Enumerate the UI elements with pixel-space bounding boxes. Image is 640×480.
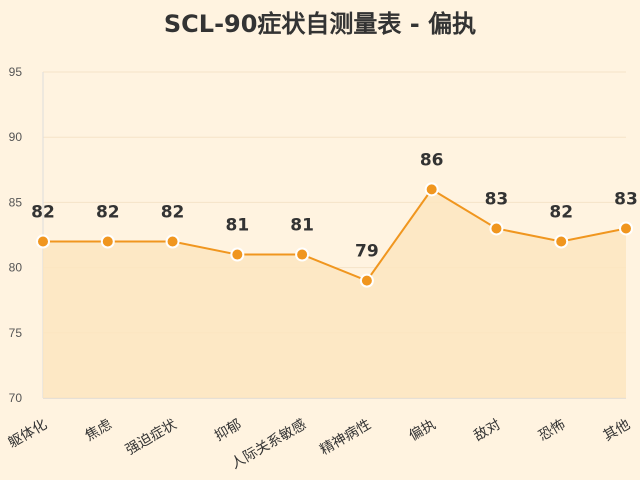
series-line bbox=[43, 188, 627, 282]
chart-title: SCL-90症状自测量表 - 偏执 bbox=[164, 10, 476, 38]
data-point[interactable] bbox=[230, 247, 245, 262]
x-tick-label: 其他 bbox=[601, 417, 633, 445]
data-label: 83 bbox=[485, 189, 509, 209]
x-tick-label: 偏执 bbox=[406, 417, 438, 445]
x-tick-label: 精神病性 bbox=[317, 417, 373, 459]
data-point[interactable] bbox=[165, 234, 180, 249]
y-tick-label: 90 bbox=[9, 130, 23, 144]
data-label: 83 bbox=[614, 189, 638, 209]
area-fill bbox=[43, 189, 626, 398]
data-point[interactable] bbox=[295, 247, 310, 262]
y-tick-label: 85 bbox=[9, 195, 23, 209]
y-tick-label: 75 bbox=[9, 326, 23, 340]
data-label: 82 bbox=[161, 203, 185, 223]
y-axis-ticks: 70 75 80 85 90 95 bbox=[9, 65, 23, 405]
data-label: 82 bbox=[96, 203, 120, 223]
series-area bbox=[43, 188, 627, 398]
y-tick-label: 95 bbox=[9, 65, 23, 79]
x-tick-label: 抑郁 bbox=[212, 417, 244, 445]
data-label: 82 bbox=[31, 203, 55, 223]
data-point[interactable] bbox=[619, 221, 633, 236]
data-label: 81 bbox=[225, 216, 249, 236]
x-tick-label: 躯体化 bbox=[6, 417, 50, 452]
data-point[interactable] bbox=[424, 182, 439, 197]
data-point[interactable] bbox=[359, 273, 374, 288]
x-tick-label: 焦虑 bbox=[83, 417, 115, 445]
x-tick-label: 恐怖 bbox=[535, 416, 568, 445]
data-point[interactable] bbox=[554, 234, 569, 249]
data-label: 86 bbox=[420, 150, 444, 170]
data-point[interactable] bbox=[489, 221, 504, 236]
x-tick-label: 敌对 bbox=[471, 417, 503, 445]
data-labels: 82 82 82 81 81 79 86 83 82 83 bbox=[31, 150, 638, 261]
data-label: 82 bbox=[549, 203, 573, 223]
y-tick-label: 70 bbox=[9, 391, 23, 405]
x-tick-label: 强迫症状 bbox=[123, 417, 179, 459]
data-points bbox=[36, 182, 633, 288]
data-point[interactable] bbox=[100, 234, 115, 249]
data-label: 79 bbox=[355, 242, 379, 262]
y-tick-label: 80 bbox=[9, 261, 23, 275]
data-label: 81 bbox=[290, 216, 314, 236]
data-point[interactable] bbox=[36, 234, 50, 249]
